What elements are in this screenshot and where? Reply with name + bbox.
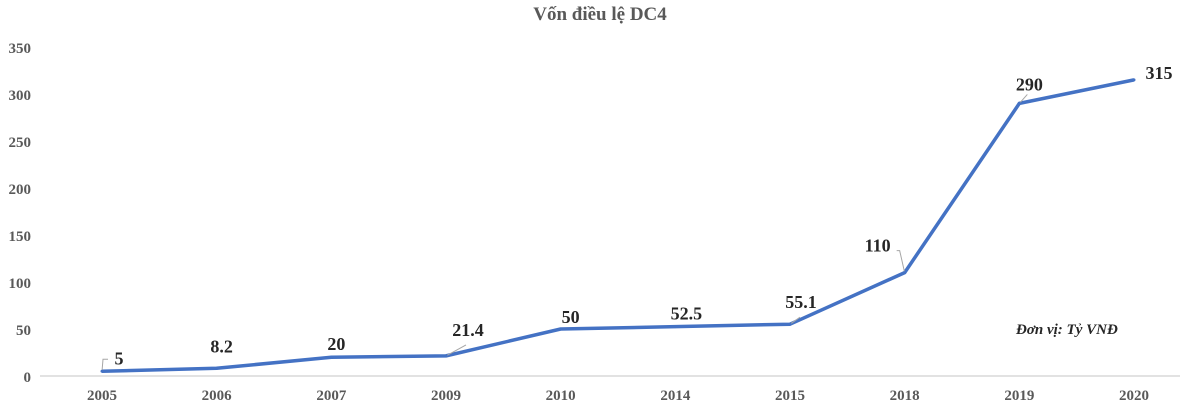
y-tick-label: 200 <box>9 182 32 198</box>
y-tick-label: 350 <box>9 41 32 57</box>
y-tick-label: 50 <box>16 323 31 339</box>
x-tick-label: 2005 <box>87 388 117 404</box>
data-label: 55.1 <box>785 292 817 312</box>
data-point <box>1017 101 1021 105</box>
y-tick-label: 250 <box>9 135 32 151</box>
data-label: 315 <box>1146 63 1173 83</box>
data-label: 5 <box>115 348 124 368</box>
x-tick-label: 2010 <box>546 388 576 404</box>
y-tick-label: 300 <box>9 88 32 104</box>
x-tick-label: 2009 <box>431 388 461 404</box>
x-tick-label: 2019 <box>1004 388 1034 404</box>
data-label: 52.5 <box>671 304 703 324</box>
data-point <box>444 354 448 358</box>
y-tick-label: 100 <box>9 276 32 292</box>
leader-line <box>101 358 108 372</box>
data-point <box>903 271 907 275</box>
data-point <box>788 322 792 326</box>
data-label: 20 <box>327 334 345 354</box>
y-tick-label: 150 <box>9 229 32 245</box>
data-label: 290 <box>1016 74 1043 94</box>
data-point <box>559 327 563 331</box>
leader-line <box>1018 94 1028 104</box>
data-label: 50 <box>562 307 580 327</box>
data-point <box>215 366 219 370</box>
data-point <box>329 355 333 359</box>
x-tick-label: 2018 <box>890 388 920 404</box>
x-tick-label: 2006 <box>202 388 233 404</box>
x-tick-label: 2014 <box>660 388 691 404</box>
series-line <box>101 78 1135 374</box>
x-tick-label: 2007 <box>316 388 347 404</box>
data-point <box>100 369 104 373</box>
leader-line <box>896 250 906 273</box>
data-label: 21.4 <box>452 320 484 340</box>
data-label: 110 <box>865 236 891 256</box>
data-label: 8.2 <box>210 336 233 356</box>
data-point <box>673 325 677 329</box>
leader-line <box>789 316 801 325</box>
y-tick-label: 0 <box>24 370 32 386</box>
unit-annotation: Đơn vị: Tỷ VNĐ <box>1016 322 1118 338</box>
leader-line <box>445 344 467 357</box>
data-point <box>1132 78 1136 82</box>
x-tick-label: 2020 <box>1119 388 1149 404</box>
chart-title: Vốn điều lệ DC4 <box>533 4 667 25</box>
x-tick-label: 2015 <box>775 388 805 404</box>
